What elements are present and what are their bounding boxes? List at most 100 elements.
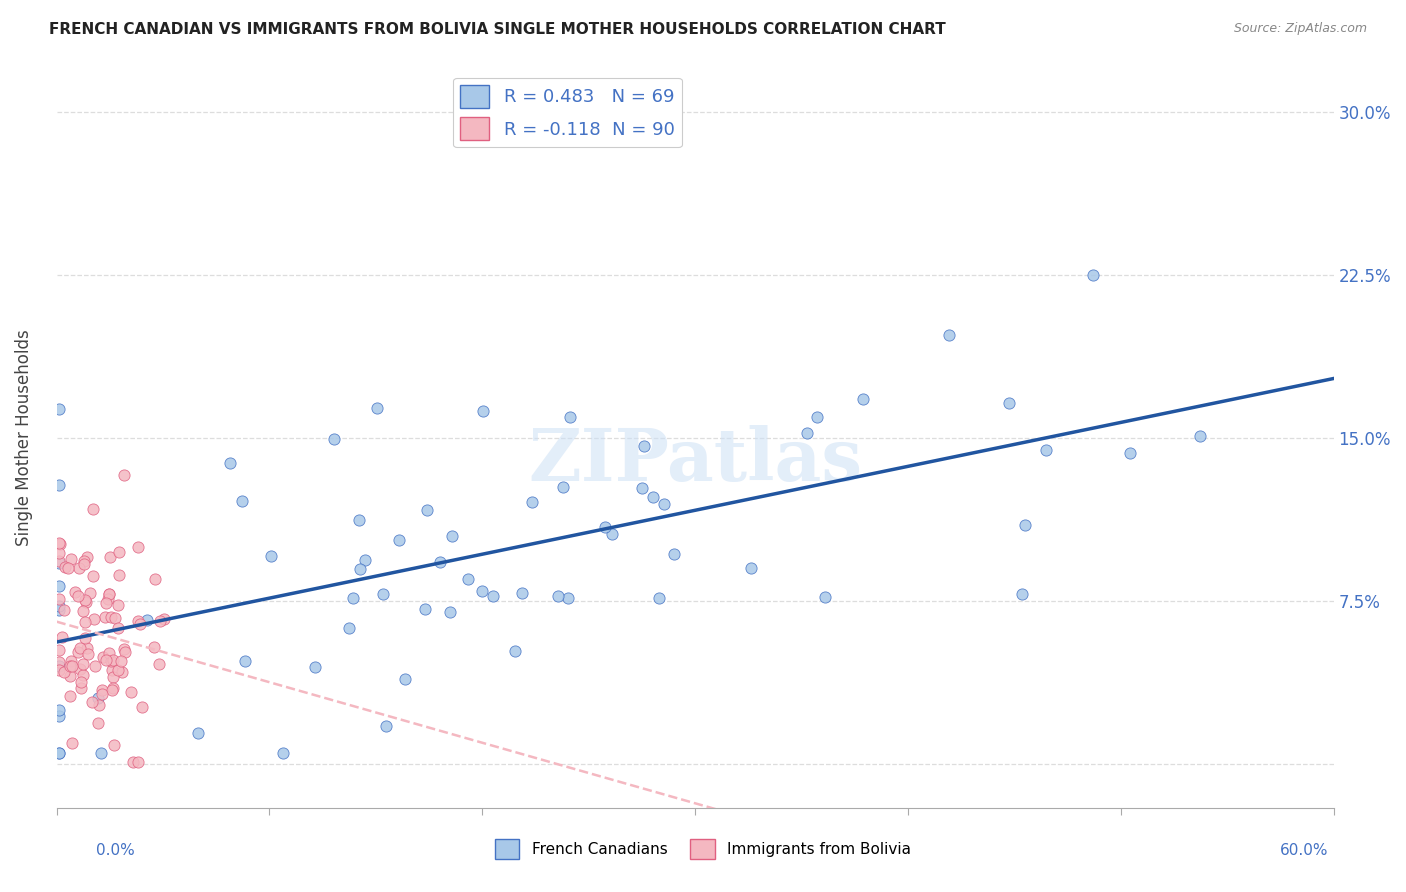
- Point: [643, 490, 665, 504]
- Point: [60, 659, 83, 673]
- Point: [104, 611, 127, 625]
- Point: [90, 746, 112, 760]
- Point: [413, 602, 436, 616]
- Point: [48, 746, 70, 760]
- Point: [740, 561, 762, 575]
- Point: [76, 640, 98, 655]
- Point: [48, 401, 70, 416]
- Point: [148, 657, 170, 672]
- Point: [56, 561, 79, 575]
- Point: [120, 685, 142, 699]
- Point: [59, 552, 82, 566]
- Point: [127, 755, 149, 769]
- Text: ZIPatlas: ZIPatlas: [529, 425, 862, 496]
- Point: [128, 616, 150, 631]
- Point: [73, 631, 96, 645]
- Point: [72, 657, 94, 672]
- Point: [98, 647, 121, 661]
- Point: [520, 495, 543, 509]
- Point: [72, 604, 94, 618]
- Point: [233, 654, 256, 668]
- Point: [110, 654, 132, 668]
- Point: [1119, 445, 1142, 459]
- Point: [108, 567, 131, 582]
- Point: [813, 590, 835, 604]
- Point: [219, 457, 242, 471]
- Point: [48, 642, 70, 657]
- Point: [127, 540, 149, 554]
- Point: [796, 425, 818, 440]
- Point: [51, 630, 73, 644]
- Point: [557, 591, 579, 605]
- Point: [79, 585, 101, 599]
- Point: [231, 494, 253, 508]
- Point: [551, 480, 574, 494]
- Point: [97, 592, 120, 607]
- Point: [87, 698, 110, 712]
- Text: FRENCH CANADIAN VS IMMIGRANTS FROM BOLIVIA SINGLE MOTHER HOUSEHOLDS CORRELATION : FRENCH CANADIAN VS IMMIGRANTS FROM BOLIV…: [49, 22, 946, 37]
- Point: [91, 649, 114, 664]
- Point: [90, 687, 112, 701]
- Point: [53, 559, 76, 574]
- Point: [63, 585, 86, 599]
- Point: [349, 562, 371, 576]
- Point: [96, 596, 118, 610]
- Point: [59, 669, 82, 683]
- Point: [1188, 429, 1211, 443]
- Point: [82, 502, 104, 516]
- Point: [48, 557, 70, 571]
- Point: [98, 549, 121, 564]
- Point: [111, 665, 134, 679]
- Point: [304, 659, 326, 673]
- Text: 0.0%: 0.0%: [96, 843, 135, 858]
- Point: [108, 545, 131, 559]
- Point: [122, 755, 145, 769]
- Point: [558, 409, 581, 424]
- Point: [998, 396, 1021, 410]
- Point: [510, 585, 533, 599]
- Point: [633, 439, 655, 453]
- Point: [394, 672, 416, 686]
- Point: [337, 621, 360, 635]
- Point: [59, 659, 82, 673]
- Point: [48, 592, 70, 607]
- Point: [48, 746, 70, 760]
- Point: [373, 587, 395, 601]
- Point: [94, 610, 117, 624]
- Point: [107, 598, 129, 612]
- Point: [82, 569, 104, 583]
- Point: [101, 653, 124, 667]
- Point: [70, 674, 93, 689]
- Point: [87, 716, 110, 731]
- Point: [59, 689, 82, 703]
- Point: [98, 587, 121, 601]
- Point: [260, 549, 283, 563]
- Point: [101, 683, 124, 698]
- Point: [48, 579, 70, 593]
- Point: [503, 644, 526, 658]
- Point: [107, 621, 129, 635]
- Point: [342, 591, 364, 605]
- Point: [73, 593, 96, 607]
- Point: [457, 572, 479, 586]
- Point: [90, 683, 112, 698]
- Point: [48, 708, 70, 723]
- Point: [429, 556, 451, 570]
- Legend: French Canadians, Immigrants from Bolivia: French Canadians, Immigrants from Bolivi…: [489, 833, 917, 864]
- Point: [347, 513, 370, 527]
- Point: [77, 647, 100, 661]
- Point: [83, 658, 105, 673]
- Point: [100, 654, 122, 668]
- Point: [48, 656, 70, 670]
- Point: [481, 589, 503, 603]
- Point: [353, 553, 375, 567]
- Point: [59, 654, 82, 668]
- Point: [547, 589, 569, 603]
- Point: [48, 546, 70, 560]
- Point: [73, 615, 96, 629]
- Point: [48, 603, 70, 617]
- Point: [98, 587, 121, 601]
- Point: [72, 667, 94, 681]
- Point: [100, 610, 122, 624]
- Point: [322, 432, 344, 446]
